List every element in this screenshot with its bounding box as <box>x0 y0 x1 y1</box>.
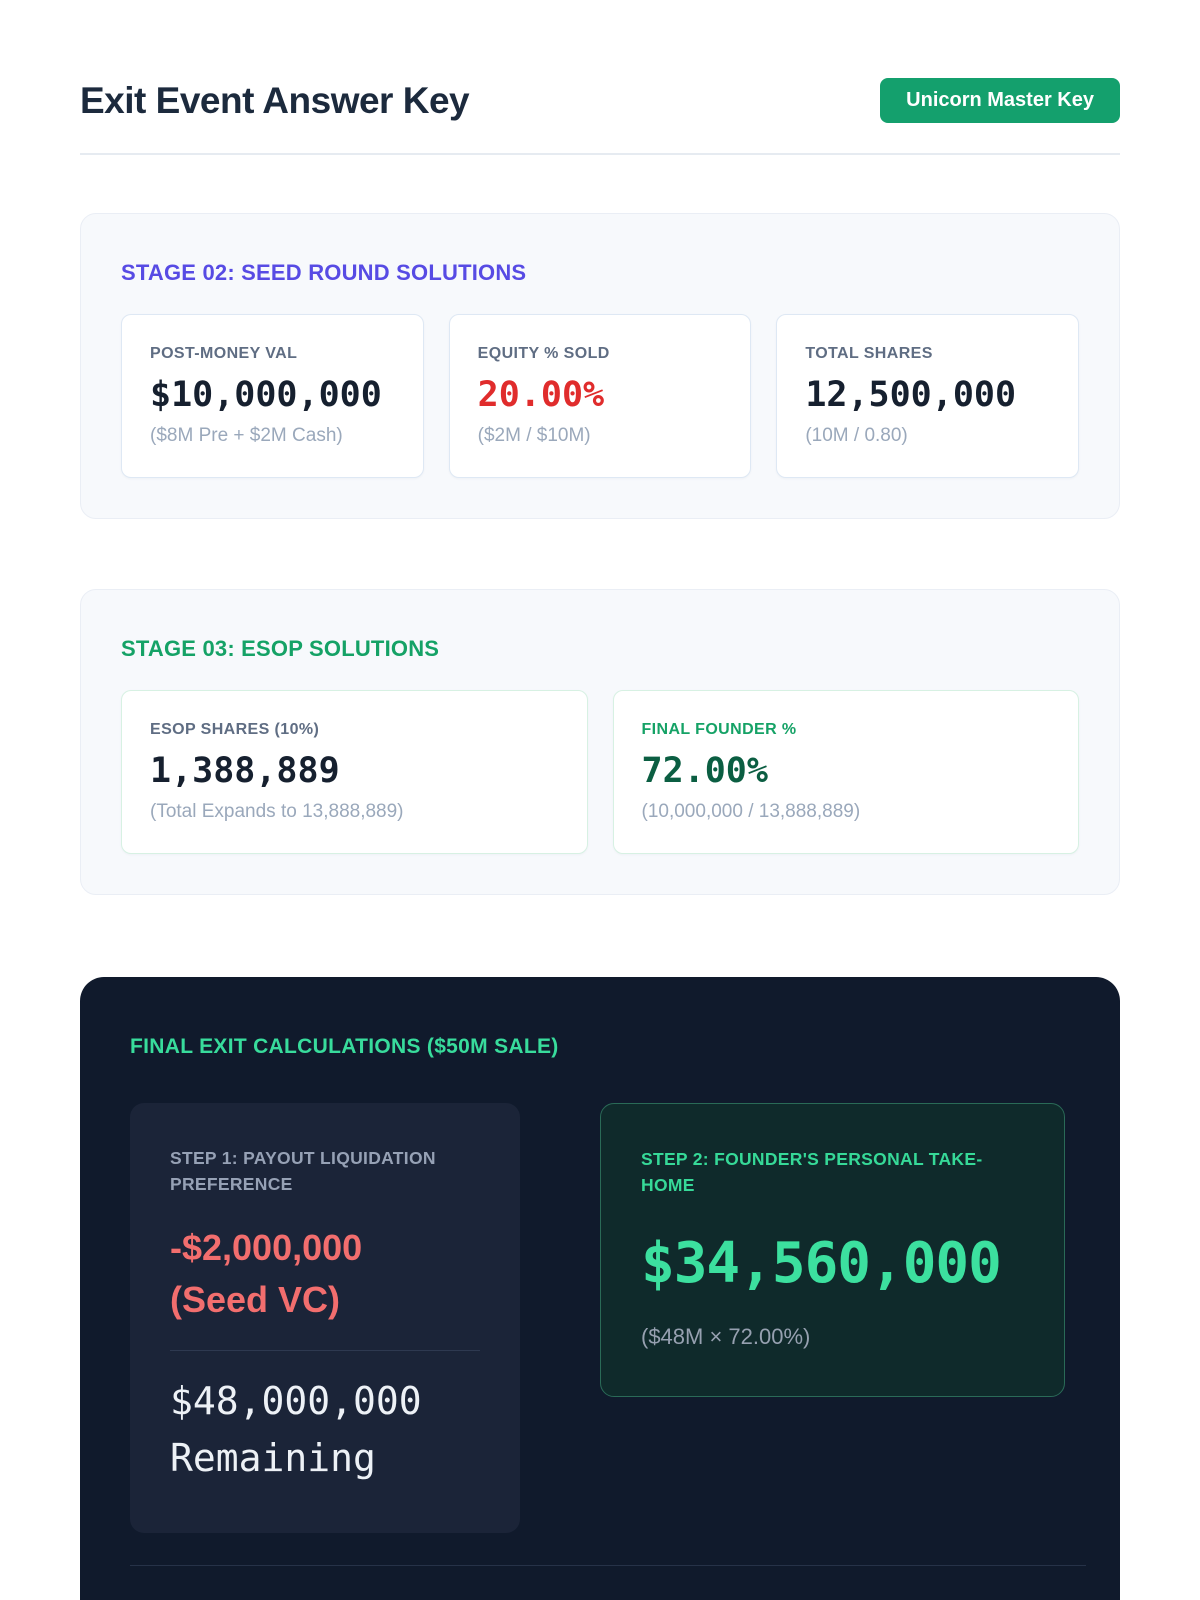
final-section-divider <box>130 1564 1086 1566</box>
stat-card-equity-sold: EQUITY % SOLD 20.00% ($2M / $10M) <box>448 314 752 478</box>
final-step-grid: STEP 1: PAYOUT LIQUIDATION PREFERENCE -$… <box>130 1103 1086 1533</box>
step1-label: STEP 1: PAYOUT LIQUIDATION PREFERENCE <box>170 1148 436 1195</box>
stat-note: ($2M / $10M) <box>477 425 591 446</box>
stat-note: (10M / 0.80) <box>805 425 908 446</box>
stat-note: (Total Expands to 13,888,889) <box>150 801 404 822</box>
stat-label: EQUITY % SOLD <box>477 345 610 362</box>
stat-card-final-founder-pct: FINAL FOUNDER % 72.00% (10,000,000 / 13,… <box>612 690 1079 854</box>
step1-deduction-value: -$2,000,000 (Seed VC) <box>170 1226 363 1320</box>
final-exit-section: FINAL EXIT CALCULATIONS ($50M SALE) STEP… <box>80 977 1120 1600</box>
stat-note: (10,000,000 / 13,888,889) <box>641 801 861 822</box>
stat-label: FINAL FOUNDER % <box>641 721 797 738</box>
stat-card-total-shares: TOTAL SHARES 12,500,000 (10M / 0.80) <box>776 314 1079 478</box>
step1-remaining-value: $48,000,000 Remaining <box>170 1378 422 1480</box>
stat-note: ($8M Pre + $2M Cash) <box>150 425 343 446</box>
stat-value: 12,500,000 <box>805 375 1017 415</box>
stat-value: 1,388,889 <box>150 751 340 791</box>
page-header: Exit Event Answer Key Unicorn Master Key <box>80 78 1120 123</box>
stat-value: 72.00% <box>641 751 768 791</box>
step2-formula-note: ($48M × 72.00%) <box>641 1323 811 1349</box>
step1-divider <box>170 1349 480 1351</box>
stage3-heading: STAGE 03: ESOP SOLUTIONS <box>121 636 440 661</box>
header-divider <box>80 153 1120 155</box>
stage2-card-grid: POST-MONEY VAL $10,000,000 ($8M Pre + $2… <box>121 314 1079 478</box>
stage2-heading: STAGE 02: SEED ROUND SOLUTIONS <box>121 260 527 285</box>
step1-liquidation-card: STEP 1: PAYOUT LIQUIDATION PREFERENCE -$… <box>130 1103 520 1533</box>
stat-label: TOTAL SHARES <box>805 345 933 362</box>
stat-card-esop-shares: ESOP SHARES (10%) 1,388,889 (Total Expan… <box>121 690 588 854</box>
step2-takehome-card: STEP 2: FOUNDER'S PERSONAL TAKE-HOME $34… <box>600 1103 1065 1397</box>
stage2-section: STAGE 02: SEED ROUND SOLUTIONS POST-MONE… <box>80 213 1120 519</box>
final-exit-heading: FINAL EXIT CALCULATIONS ($50M SALE) <box>130 1035 559 1058</box>
stat-label: ESOP SHARES (10%) <box>150 721 320 738</box>
stat-value: 20.00% <box>477 375 605 415</box>
step2-takehome-value: $34,560,000 <box>641 1230 1002 1296</box>
master-key-badge[interactable]: Unicorn Master Key <box>880 78 1120 123</box>
stat-value: $10,000,000 <box>150 375 382 415</box>
page-title: Exit Event Answer Key <box>80 79 470 121</box>
step2-label: STEP 2: FOUNDER'S PERSONAL TAKE-HOME <box>641 1149 983 1196</box>
stat-label: POST-MONEY VAL <box>150 345 298 362</box>
stat-card-post-money-val: POST-MONEY VAL $10,000,000 ($8M Pre + $2… <box>121 314 424 478</box>
stage3-section: STAGE 03: ESOP SOLUTIONS ESOP SHARES (10… <box>80 589 1120 895</box>
stage3-card-grid: ESOP SHARES (10%) 1,388,889 (Total Expan… <box>121 690 1079 854</box>
